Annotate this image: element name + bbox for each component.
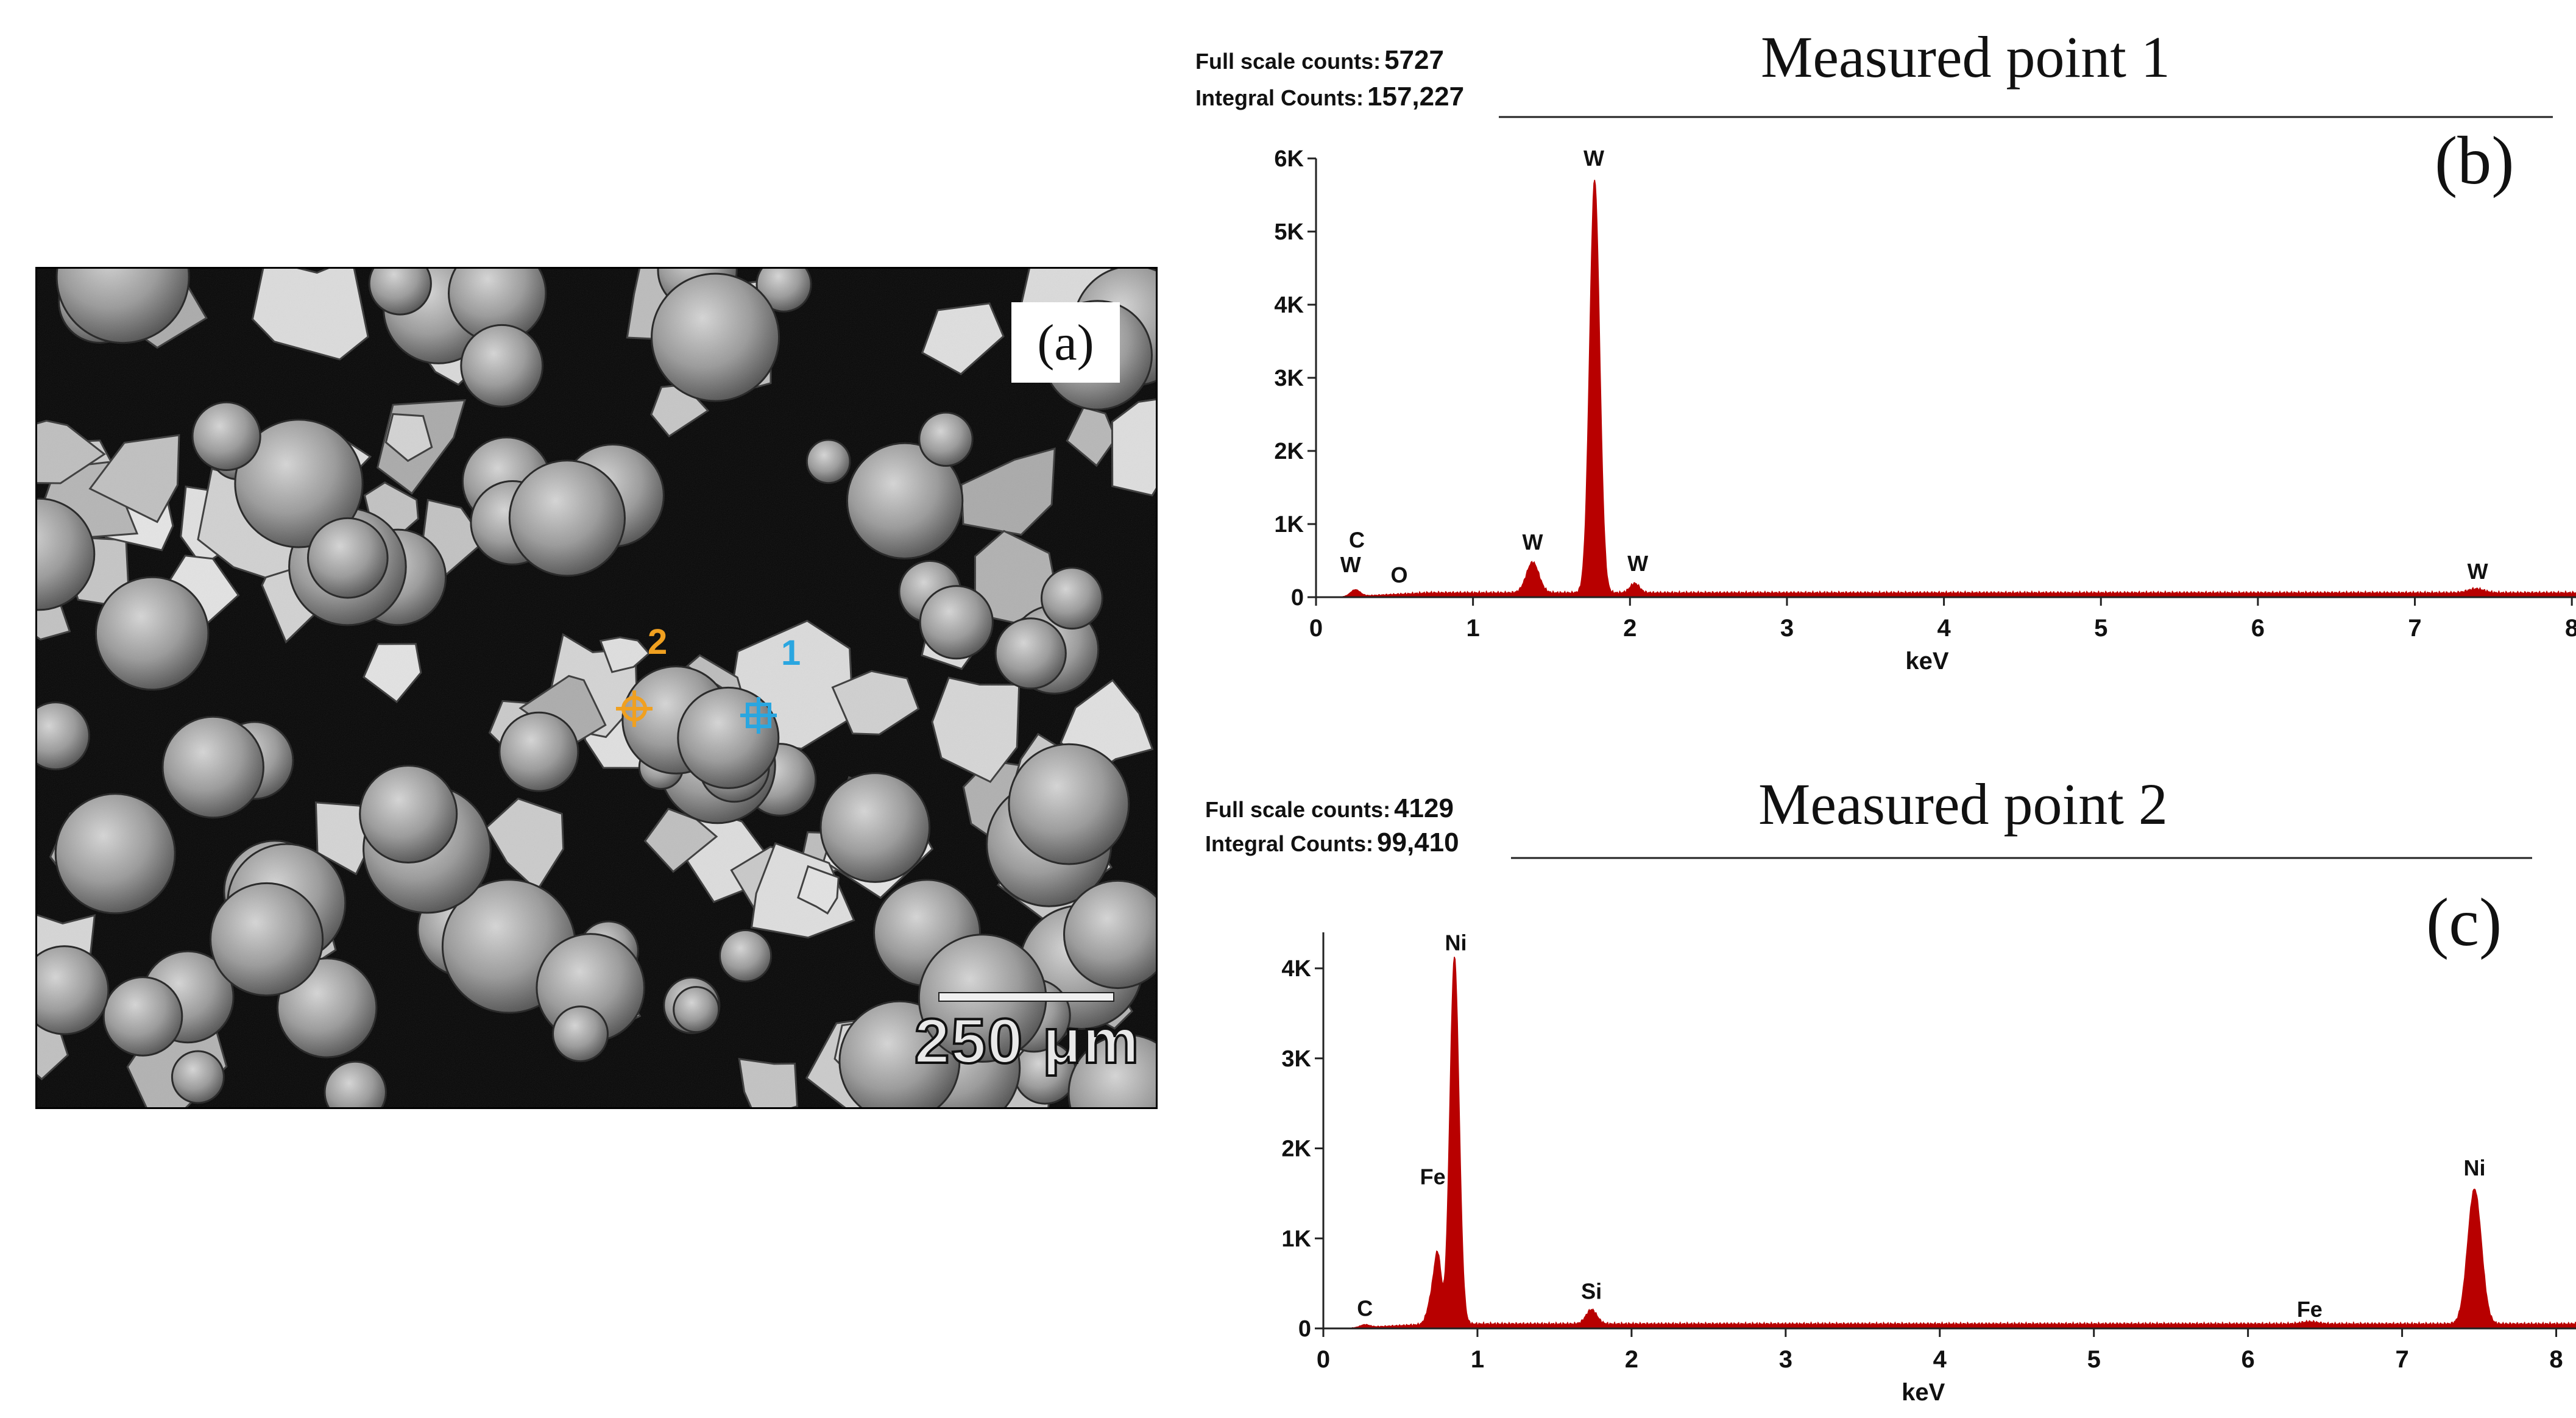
y-tick-label: 1K (1281, 1226, 1311, 1252)
peak-label: W (1583, 146, 1604, 171)
x-tick-label: 1 (1471, 1346, 1484, 1373)
marker-2-label: 2 (648, 622, 668, 662)
peak-label: W (1523, 530, 1543, 555)
x-tick-label: 6 (2251, 615, 2265, 642)
y-tick-label: 4K (1281, 956, 1311, 982)
sem-particles (37, 269, 1156, 1107)
y-tick-label: 4K (1274, 292, 1304, 318)
peak-label: Ni (1445, 931, 1467, 955)
peak-label: C (1357, 1296, 1373, 1321)
y-tick-label: 3K (1274, 366, 1304, 391)
y-tick-label: 0 (1291, 585, 1304, 611)
marker-2-crosshair (616, 690, 653, 727)
peak-label: O (1391, 562, 1408, 587)
x-tick-label: 0 (1317, 1346, 1330, 1373)
panel-label-c: (c) (2426, 885, 2502, 960)
spectrum-area (1323, 956, 2576, 1329)
x-tick-label: 4 (1937, 615, 1951, 642)
y-tick-label: 2K (1281, 1136, 1311, 1162)
y-tick-label: 3K (1281, 1046, 1311, 1072)
x-tick-label: 8 (2549, 1346, 2563, 1373)
y-tick-label: 1K (1274, 512, 1304, 537)
panel-label-a: (a) (1011, 302, 1120, 383)
scale-bar (938, 992, 1114, 1002)
x-tick-label: 7 (2408, 615, 2421, 642)
sem-micrograph (35, 267, 1158, 1109)
spectrum-area (1316, 180, 2576, 598)
full-scale-counts-c: Full scale counts: 4129 (1205, 793, 1454, 823)
y-tick-label: 0 (1298, 1316, 1311, 1342)
peak-label: Fe (2297, 1297, 2323, 1322)
integral-counts-b: Integral Counts: 157,227 (1195, 82, 1465, 112)
x-tick-label: 2 (1625, 1346, 1638, 1373)
marker-1-crosshair (740, 697, 777, 734)
peak-label: W (2468, 559, 2488, 584)
peak-label: Si (1581, 1278, 1602, 1303)
peak-label: Ni (2463, 1155, 2485, 1180)
y-tick-label: 5K (1274, 219, 1304, 245)
x-tick-label: 1 (1467, 615, 1480, 642)
x-axis-label: keV (1905, 648, 1948, 675)
y-tick-label: 6K (1274, 146, 1304, 172)
x-tick-label: 4 (1933, 1346, 1947, 1373)
panel-label-b: (b) (2435, 123, 2514, 199)
eds-spectrum-b: 01K2K3K4K5K6K012345678keVCWOWWWWW (1274, 116, 2576, 675)
eds-spectrum-c: 01K2K3K4K012345678keVNiFeCSiFeNiNi (1281, 857, 2576, 1406)
x-axis-label: keV (1902, 1379, 1945, 1406)
integral-counts-c: Integral Counts: 99,410 (1205, 828, 1459, 857)
scale-bar-label: 250 μm (913, 1005, 1141, 1078)
y-tick-label: 2K (1274, 439, 1304, 464)
x-tick-label: 0 (1309, 615, 1323, 642)
chart-title-c: Measured point 2 (1758, 771, 2168, 837)
x-tick-label: 5 (2087, 1346, 2101, 1373)
marker-1-label: 1 (781, 633, 801, 673)
chart-title-b: Measured point 1 (1761, 24, 2170, 90)
x-tick-label: 8 (2565, 615, 2576, 642)
x-tick-label: 6 (2242, 1346, 2255, 1373)
peak-label: C (1349, 527, 1365, 552)
peak-label: W (1340, 552, 1361, 577)
x-tick-label: 7 (2395, 1346, 2408, 1373)
full-scale-counts-b: Full scale counts: 5727 (1195, 45, 1444, 75)
x-tick-label: 2 (1623, 615, 1637, 642)
x-tick-label: 3 (1779, 1346, 1792, 1373)
x-tick-label: 5 (2094, 615, 2107, 642)
x-tick-label: 3 (1780, 615, 1794, 642)
peak-label: W (1627, 551, 1648, 576)
peak-label: Fe (1420, 1165, 1446, 1189)
